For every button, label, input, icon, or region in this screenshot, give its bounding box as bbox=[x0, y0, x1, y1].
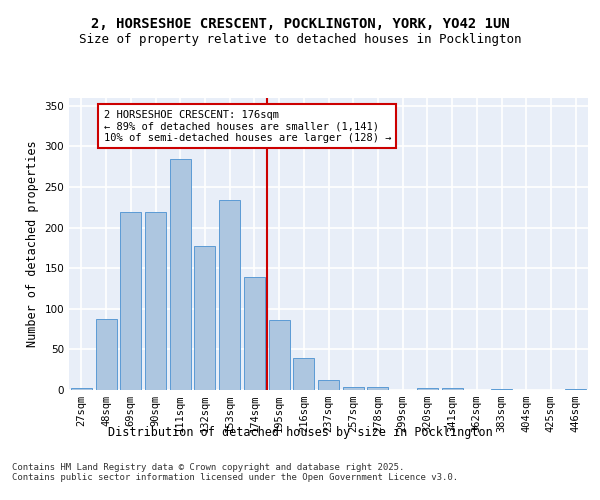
Bar bbox=[170, 159, 191, 390]
Bar bbox=[343, 387, 364, 390]
Bar bbox=[95, 320, 116, 390]
Bar bbox=[318, 380, 339, 390]
Bar bbox=[194, 246, 215, 390]
Bar bbox=[269, 320, 290, 390]
Bar bbox=[120, 212, 141, 390]
Bar bbox=[491, 389, 512, 390]
Bar bbox=[442, 388, 463, 390]
Bar bbox=[417, 388, 438, 390]
Bar bbox=[293, 358, 314, 390]
Bar bbox=[145, 212, 166, 390]
Text: Distribution of detached houses by size in Pocklington: Distribution of detached houses by size … bbox=[107, 426, 493, 439]
Text: Contains HM Land Registry data © Crown copyright and database right 2025.
Contai: Contains HM Land Registry data © Crown c… bbox=[12, 463, 458, 482]
Text: Size of property relative to detached houses in Pocklington: Size of property relative to detached ho… bbox=[79, 32, 521, 46]
Bar bbox=[219, 200, 240, 390]
Bar bbox=[565, 389, 586, 390]
Bar bbox=[71, 388, 92, 390]
Bar bbox=[244, 277, 265, 390]
Text: 2 HORSESHOE CRESCENT: 176sqm
← 89% of detached houses are smaller (1,141)
10% of: 2 HORSESHOE CRESCENT: 176sqm ← 89% of de… bbox=[104, 110, 391, 143]
Y-axis label: Number of detached properties: Number of detached properties bbox=[26, 140, 39, 347]
Bar bbox=[367, 387, 388, 390]
Text: 2, HORSESHOE CRESCENT, POCKLINGTON, YORK, YO42 1UN: 2, HORSESHOE CRESCENT, POCKLINGTON, YORK… bbox=[91, 18, 509, 32]
